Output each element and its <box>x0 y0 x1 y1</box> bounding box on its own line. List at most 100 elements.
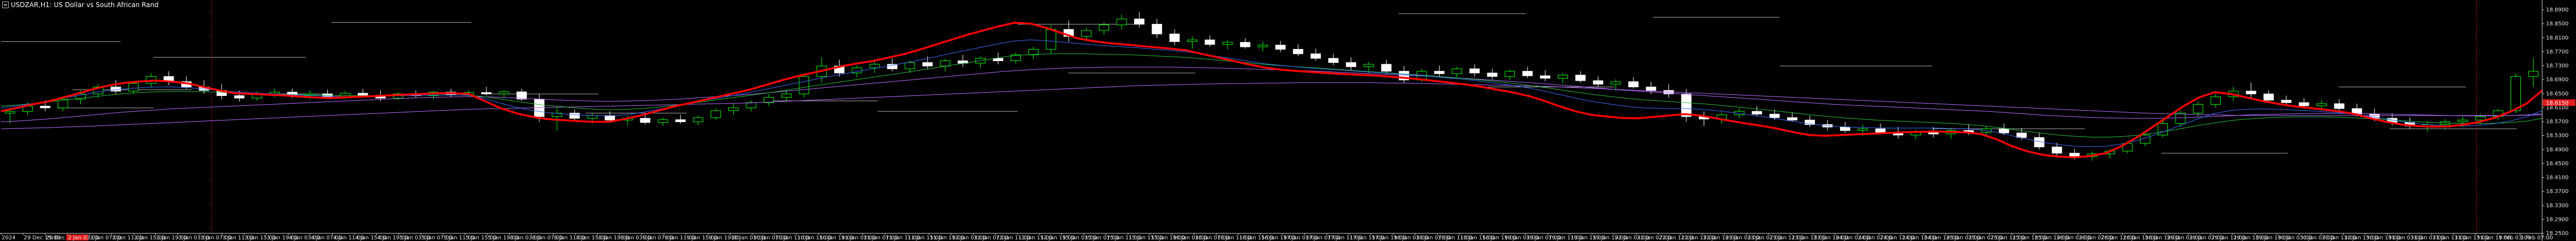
time-tick-label: 5 Jan 07:00 <box>422 235 453 241</box>
candle-body <box>357 93 368 96</box>
time-tick-label: 30 Jan 07:00 <box>2299 235 2334 241</box>
time-tick-label: 19 Jan 15:00 <box>1571 235 1605 241</box>
candle-body <box>1010 55 1021 61</box>
candle-body <box>2281 100 2292 103</box>
time-tick-label: 15 Jan 15:00 <box>1129 235 1163 241</box>
time-tick-label: 11 Jan 11:00 <box>885 235 920 241</box>
time-tick-label: 25 Jan 19:00 <box>2034 235 2069 241</box>
time-tick-label: 26 Jan 15:00 <box>2123 235 2157 241</box>
candle-body <box>40 106 51 109</box>
time-tick-label: 4 Jan 07:00 <box>311 235 342 241</box>
time-tick-label: 30 Jan 19:00 <box>2366 235 2400 241</box>
time-tick-label: 15 Jan 03:00 <box>1062 235 1097 241</box>
ma-line-1 <box>1 22 2543 159</box>
candle-body <box>1875 128 1886 133</box>
candle-body <box>1222 42 1233 45</box>
price-axis: 18.8900 18.8500 18.8100 18.7700 18.7300 18.69… <box>2542 0 2575 241</box>
time-tick-label: 24 Jan 19:00 <box>1924 235 1958 241</box>
candle-body <box>1469 68 1480 74</box>
time-tick-label: 9 Jan 15:00 <box>687 235 718 241</box>
price-tick-label: 18.5700 <box>2546 119 2568 125</box>
time-tick-label: 15 Jan 11:00 <box>1106 235 1141 241</box>
time-tick-label: 26 Jan 11:00 <box>2101 235 2135 241</box>
candle-body <box>2034 137 2045 147</box>
candle-body <box>587 115 598 119</box>
time-tick-label: 12 Jan 07:00 <box>974 235 1008 241</box>
time-tick-label: 15 Jan 19:00 <box>1151 235 1185 241</box>
time-tick-label: 22 Jan 03:00 <box>1615 235 1649 241</box>
time-tick-label: 3 Jan 07:00 <box>201 235 232 241</box>
time-tick-label: 18 Jan 15:00 <box>1460 235 1494 241</box>
period-separators <box>211 0 2477 233</box>
time-tick-label: 22 Jan 11:00 <box>1659 235 1693 241</box>
time-tick-label: 31 Jan 11:00 <box>2432 235 2466 241</box>
time-tick-label: 1 Feb 07:00 <box>2520 235 2553 241</box>
candle-body <box>2052 146 2062 154</box>
ma-line-5 <box>1 82 2543 129</box>
candle-body <box>1381 64 1392 72</box>
time-tick-label: 26 Jan 07:00 <box>2078 235 2113 241</box>
price-tick-label: 18.4900 <box>2546 147 2568 153</box>
time-tick-label: 4 Jan 15:00 <box>355 235 386 241</box>
candle-body <box>481 92 492 94</box>
time-tick-label: 18 Jan 03:00 <box>1394 235 1428 241</box>
candle-body <box>2458 119 2468 122</box>
candle-body <box>2511 76 2521 111</box>
time-tick-label: 5 Jan 11:00 <box>444 235 475 241</box>
price-tick-label: 18.8100 <box>2546 35 2568 41</box>
candle-body <box>2016 132 2027 138</box>
time-tick-label: 9 Jan 07:00 <box>643 235 674 241</box>
time-tick-label: 24 Jan 03:00 <box>1836 235 1870 241</box>
time-tick-label: 19 Jan 19:00 <box>1592 235 1627 241</box>
candle-body <box>1805 119 1815 125</box>
price-tick-label: 18.6500 <box>2546 91 2568 97</box>
time-tick-label: 10 Jan 03:00 <box>731 235 765 241</box>
time-tick-label: 15 Jan 07:00 <box>1085 235 1119 241</box>
time-tick-label: 29 Dec 19:00 <box>46 235 82 241</box>
candle-body <box>1099 25 1110 31</box>
price-tick-label: 18.3300 <box>2546 203 2568 209</box>
candle-body <box>657 119 668 123</box>
chart-title-text: USDZAR,H1: US Dollar vs South African Ra… <box>11 1 159 9</box>
time-tick-label: 16 Jan 03:00 <box>1173 235 1207 241</box>
candle-body <box>1046 29 1057 50</box>
time-tick-label: 2 Jan 11:00 <box>112 235 143 241</box>
candle-body <box>799 76 810 94</box>
candle-body <box>1310 53 1321 59</box>
price-tick-label: 18.7700 <box>2546 49 2568 55</box>
time-highlight <box>66 234 89 240</box>
time-tick-label: 25 Jan 07:00 <box>1968 235 2003 241</box>
time-tick-label: 24 Jan 11:00 <box>1880 235 1914 241</box>
candle-body <box>1787 117 1798 120</box>
time-tick-label: 5 Jan 03:00 <box>399 235 430 241</box>
time-tick-label: 8 Jan 11:00 <box>554 235 585 241</box>
time-tick-label: 19 Jan 07:00 <box>1526 235 1561 241</box>
moving-averages <box>1 22 2543 159</box>
price-tick-label: 18.6900 <box>2546 77 2568 83</box>
time-tick-label: 17 Jan 15:00 <box>1350 235 1384 241</box>
time-tick-label: 4 Jan 19:00 <box>378 235 409 241</box>
time-tick-label: 3 Jan 19:00 <box>267 235 298 241</box>
time-tick-label: 8 Jan 19:00 <box>598 235 630 241</box>
candle-body <box>2263 93 2274 101</box>
time-tick-label: 26 Jan 03:00 <box>2057 235 2091 241</box>
candle-body <box>2528 71 2539 77</box>
candle-body <box>2298 102 2309 106</box>
price-tick-label: 18.3700 <box>2546 189 2568 195</box>
time-tick-label: 25 Jan 03:00 <box>1946 235 1980 241</box>
time-tick-label: 8 Jan 15:00 <box>576 235 607 241</box>
candle-body <box>234 95 245 99</box>
time-tick-label: 18 Jan 11:00 <box>1438 235 1472 241</box>
time-tick-label: 10 Jan 19:00 <box>819 235 854 241</box>
time-tick-label: 8 Jan 07:00 <box>532 235 563 241</box>
time-tick-label: 16 Jan 19:00 <box>1261 235 1296 241</box>
time-tick-label: 11 Jan 03:00 <box>841 235 876 241</box>
candle-body <box>1293 49 1303 55</box>
candle-body <box>2192 104 2203 113</box>
candle-body <box>1434 71 1445 74</box>
candle-body <box>1346 62 1356 67</box>
price-tick-label: 18.4500 <box>2546 161 2568 167</box>
price-tick-label: 18.8900 <box>2546 7 2568 13</box>
